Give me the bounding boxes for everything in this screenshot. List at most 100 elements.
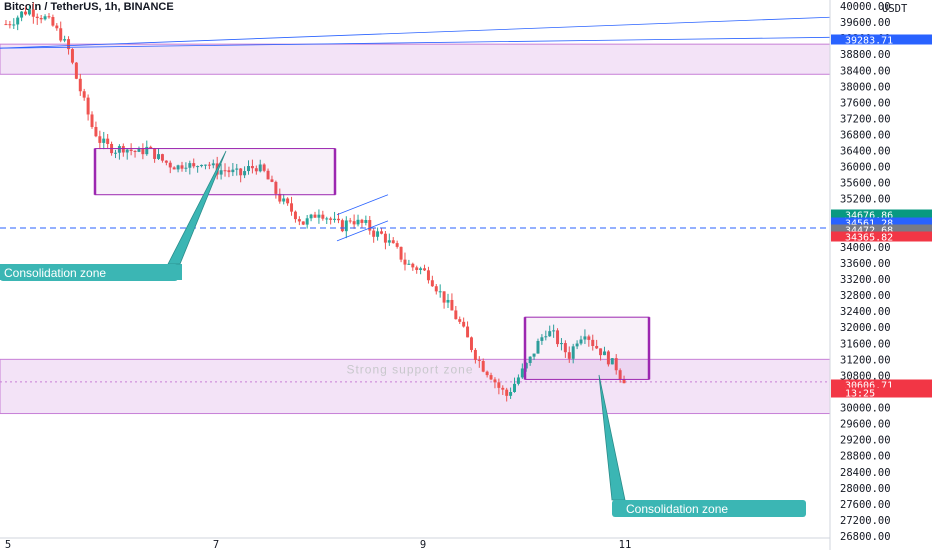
candle-body <box>309 214 313 219</box>
candle-body <box>47 16 51 18</box>
candle-body <box>274 181 278 194</box>
candle-body <box>477 359 481 362</box>
candle-body <box>485 371 489 376</box>
candle-body <box>94 126 98 137</box>
y-tick-label: 32000.00 <box>840 322 891 334</box>
currency-label: USDT <box>882 3 908 15</box>
price-tag[interactable] <box>831 34 932 45</box>
price-tag-label: 39283.71 <box>845 36 893 47</box>
consolidation-box[interactable] <box>524 316 650 380</box>
candle-body <box>188 163 192 168</box>
callout-left-box[interactable] <box>0 264 178 281</box>
callout-right-label: Consolidation zone <box>626 502 728 516</box>
trend-line-upper[interactable] <box>0 16 831 49</box>
drawings-layer: Consolidation zone Consolidation zone <box>0 16 831 517</box>
candle-body <box>125 149 129 153</box>
y-tick-label: 38000.00 <box>840 81 891 93</box>
candle-body <box>207 164 211 166</box>
candle-body <box>293 211 297 220</box>
price-tag[interactable] <box>831 387 932 398</box>
candle-body <box>82 91 86 98</box>
y-tick-label: 38800.00 <box>840 49 891 61</box>
candle-body <box>516 377 520 384</box>
candle-body <box>211 163 215 166</box>
price-tag[interactable] <box>831 217 932 228</box>
y-tick-label: 39600.00 <box>840 17 891 29</box>
candle-body <box>548 331 552 337</box>
candle-body <box>305 218 309 225</box>
candle-body <box>102 138 106 143</box>
y-tick-label: 29200.00 <box>840 435 891 447</box>
candle-body <box>438 291 442 293</box>
candle-body <box>184 167 188 169</box>
resistance-zone[interactable] <box>0 43 831 75</box>
candle-body <box>168 162 172 168</box>
candle-body <box>466 326 470 338</box>
candle-body <box>403 259 407 265</box>
candle-body <box>426 270 430 281</box>
candle-body <box>176 165 180 170</box>
candle-body <box>4 24 8 26</box>
candle-body <box>513 383 516 393</box>
candle-body <box>407 263 411 265</box>
candle-body <box>559 343 563 345</box>
price-tag[interactable] <box>831 209 932 220</box>
candle-body <box>270 179 274 182</box>
candle-body <box>200 164 204 167</box>
candle-body <box>235 168 239 170</box>
candle-body <box>419 268 423 270</box>
y-tick-label: 28800.00 <box>840 451 891 463</box>
y-tick-label: 35200.00 <box>840 194 891 206</box>
support-zone[interactable] <box>0 358 831 415</box>
price-tag[interactable] <box>831 224 932 235</box>
candle-body <box>27 9 31 15</box>
candle-body <box>121 146 125 153</box>
candle-body <box>583 336 587 340</box>
price-tag[interactable] <box>831 231 932 242</box>
candle-body <box>164 160 168 163</box>
chart-title: Bitcoin / TetherUS, 1h, BINANCE <box>4 1 174 13</box>
y-tick-label: 30800.00 <box>840 370 891 382</box>
trend-line-lower[interactable] <box>0 36 831 49</box>
y-tick-label: 31200.00 <box>840 354 891 366</box>
candle-body <box>325 218 329 220</box>
y-tick-label: 32400.00 <box>840 306 891 318</box>
candle-body <box>141 148 145 155</box>
price-axis[interactable]: 40000.0039600.0039200.0038800.0038400.00… <box>829 0 932 550</box>
candle-body <box>352 221 356 225</box>
candle-body <box>98 136 102 143</box>
candle-body <box>290 203 294 212</box>
candle-body <box>286 198 290 204</box>
price-tag-label: 34561.28 <box>845 219 893 230</box>
candle-body <box>149 146 153 149</box>
y-tick-label: 36000.00 <box>840 162 891 174</box>
candle-body <box>532 353 536 357</box>
candle-body <box>254 168 258 172</box>
x-tick-label: 9 <box>420 539 426 550</box>
wedge-line-lower[interactable] <box>336 220 389 242</box>
y-tick-label: 30000.00 <box>840 403 891 415</box>
x-tick-label: 7 <box>213 539 219 550</box>
candle-body <box>223 170 227 172</box>
price-tag-label: 34365.82 <box>845 233 893 244</box>
candle-body <box>458 319 462 322</box>
candle-body <box>266 170 270 180</box>
time-axis[interactable]: 5 7 9 11 <box>0 537 830 550</box>
candle-body <box>434 286 438 292</box>
y-tick-label: 36400.00 <box>840 146 891 158</box>
candle-body <box>43 16 47 20</box>
price-tag[interactable] <box>831 379 932 390</box>
candle-body <box>563 343 567 353</box>
candle-body <box>348 220 352 222</box>
wedge-line-upper[interactable] <box>336 194 389 216</box>
candle-body <box>258 164 262 172</box>
candle-body <box>31 9 35 17</box>
zones-layer: Strong support zone <box>0 43 831 415</box>
candle-body <box>610 358 614 365</box>
candle-body <box>540 337 544 341</box>
candle-body <box>364 220 368 223</box>
callout-right-box[interactable] <box>612 500 806 517</box>
candle-body <box>329 218 333 220</box>
candle-body <box>63 39 67 41</box>
